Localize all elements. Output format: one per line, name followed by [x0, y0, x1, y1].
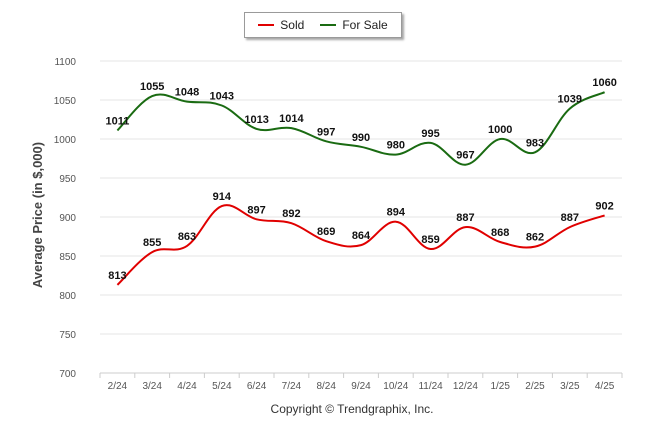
for-sale-data-label: 1055	[140, 81, 164, 93]
y-tick-label: 700	[59, 369, 76, 380]
x-tick-label: 6/24	[247, 381, 267, 392]
sold-data-label: 813	[108, 270, 126, 282]
for-sale-data-label: 1039	[558, 94, 582, 106]
sold-data-label: 894	[387, 207, 406, 219]
y-axis-label: Average Price (in $,000)	[30, 142, 45, 288]
legend-label-sold: Sold	[280, 18, 305, 32]
x-tick-label: 8/24	[316, 381, 336, 392]
x-tick-label: 1/25	[490, 381, 510, 392]
x-tick-label: 4/24	[177, 381, 197, 392]
x-axis-ticks: 2/24 3/24 4/24 5/24 6/24 7/24 8/24 9/24 10/24 11/…	[99, 373, 623, 392]
legend-item-for-sale[interactable]: For Sale	[320, 18, 388, 32]
sold-data-label: 859	[421, 234, 439, 246]
sold-data-label: 887	[561, 212, 579, 224]
for-sale-data-label: 983	[526, 137, 544, 149]
x-tick-label: 3/25	[560, 381, 580, 392]
for-sale-data-label: 1043	[210, 90, 234, 102]
y-tick-label: 850	[59, 252, 76, 263]
y-tick-label: 950	[59, 174, 76, 185]
y-tick-label: 1050	[54, 96, 77, 107]
for-sale-data-label: 1060	[592, 77, 616, 89]
data-labels: 813 855 863 914 897 892 869 864 894 859 887 868 862 8…	[105, 77, 616, 282]
x-tick-label: 2/24	[108, 381, 128, 392]
x-tick-label: 2/25	[525, 381, 545, 392]
x-tick-label: 4/25	[595, 381, 615, 392]
sold-data-label: 868	[491, 227, 509, 239]
legend-label-for-sale: For Sale	[342, 18, 388, 32]
legend-swatch-for-sale	[320, 24, 337, 26]
x-tick-label: 11/24	[418, 381, 443, 392]
for-sale-data-label: 980	[387, 140, 405, 152]
for-sale-line	[116, 91, 606, 166]
x-tick-label: 12/24	[453, 381, 478, 392]
sold-data-label: 914	[213, 191, 232, 203]
x-tick-label: 7/24	[282, 381, 302, 392]
for-sale-data-label: 1013	[244, 114, 268, 126]
legend-item-sold[interactable]: Sold	[258, 18, 304, 32]
for-sale-data-label: 990	[352, 132, 370, 144]
y-axis-ticks: 700 750 800 850 900 950 1000 1050 1100	[54, 57, 77, 380]
for-sale-data-label: 995	[421, 128, 439, 140]
y-tick-label: 900	[59, 213, 76, 224]
legend-swatch-sold	[258, 24, 275, 26]
y-tick-label: 800	[59, 291, 76, 302]
sold-data-label: 902	[595, 200, 613, 212]
sold-data-label: 862	[526, 232, 544, 244]
for-sale-data-label: 1048	[175, 87, 199, 99]
x-tick-label: 5/24	[212, 381, 232, 392]
x-tick-label: 3/24	[142, 381, 162, 392]
x-tick-label: 10/24	[383, 381, 408, 392]
sold-data-label: 892	[282, 208, 300, 220]
x-tick-label: 9/24	[351, 381, 371, 392]
sold-data-label: 897	[247, 204, 265, 216]
sold-data-label: 855	[143, 237, 161, 249]
sold-line	[116, 204, 605, 286]
for-sale-data-label: 997	[317, 126, 335, 138]
copyright-credit: Copyright © Trendgraphix, Inc.	[271, 402, 434, 416]
for-sale-data-label: 1011	[105, 115, 129, 127]
sold-data-label: 863	[178, 231, 196, 243]
grid-lines	[100, 60, 622, 374]
for-sale-data-label: 967	[456, 150, 474, 162]
legend: Sold For Sale	[244, 12, 402, 38]
for-sale-data-label: 1014	[279, 113, 304, 125]
y-tick-label: 750	[59, 330, 76, 341]
sold-data-label: 869	[317, 226, 335, 238]
sold-data-label: 864	[352, 230, 371, 242]
for-sale-data-label: 1000	[488, 124, 512, 136]
y-tick-label: 1000	[54, 135, 77, 146]
series-lines	[116, 91, 606, 286]
y-tick-label: 1100	[54, 57, 76, 68]
sold-data-label: 887	[456, 212, 474, 224]
